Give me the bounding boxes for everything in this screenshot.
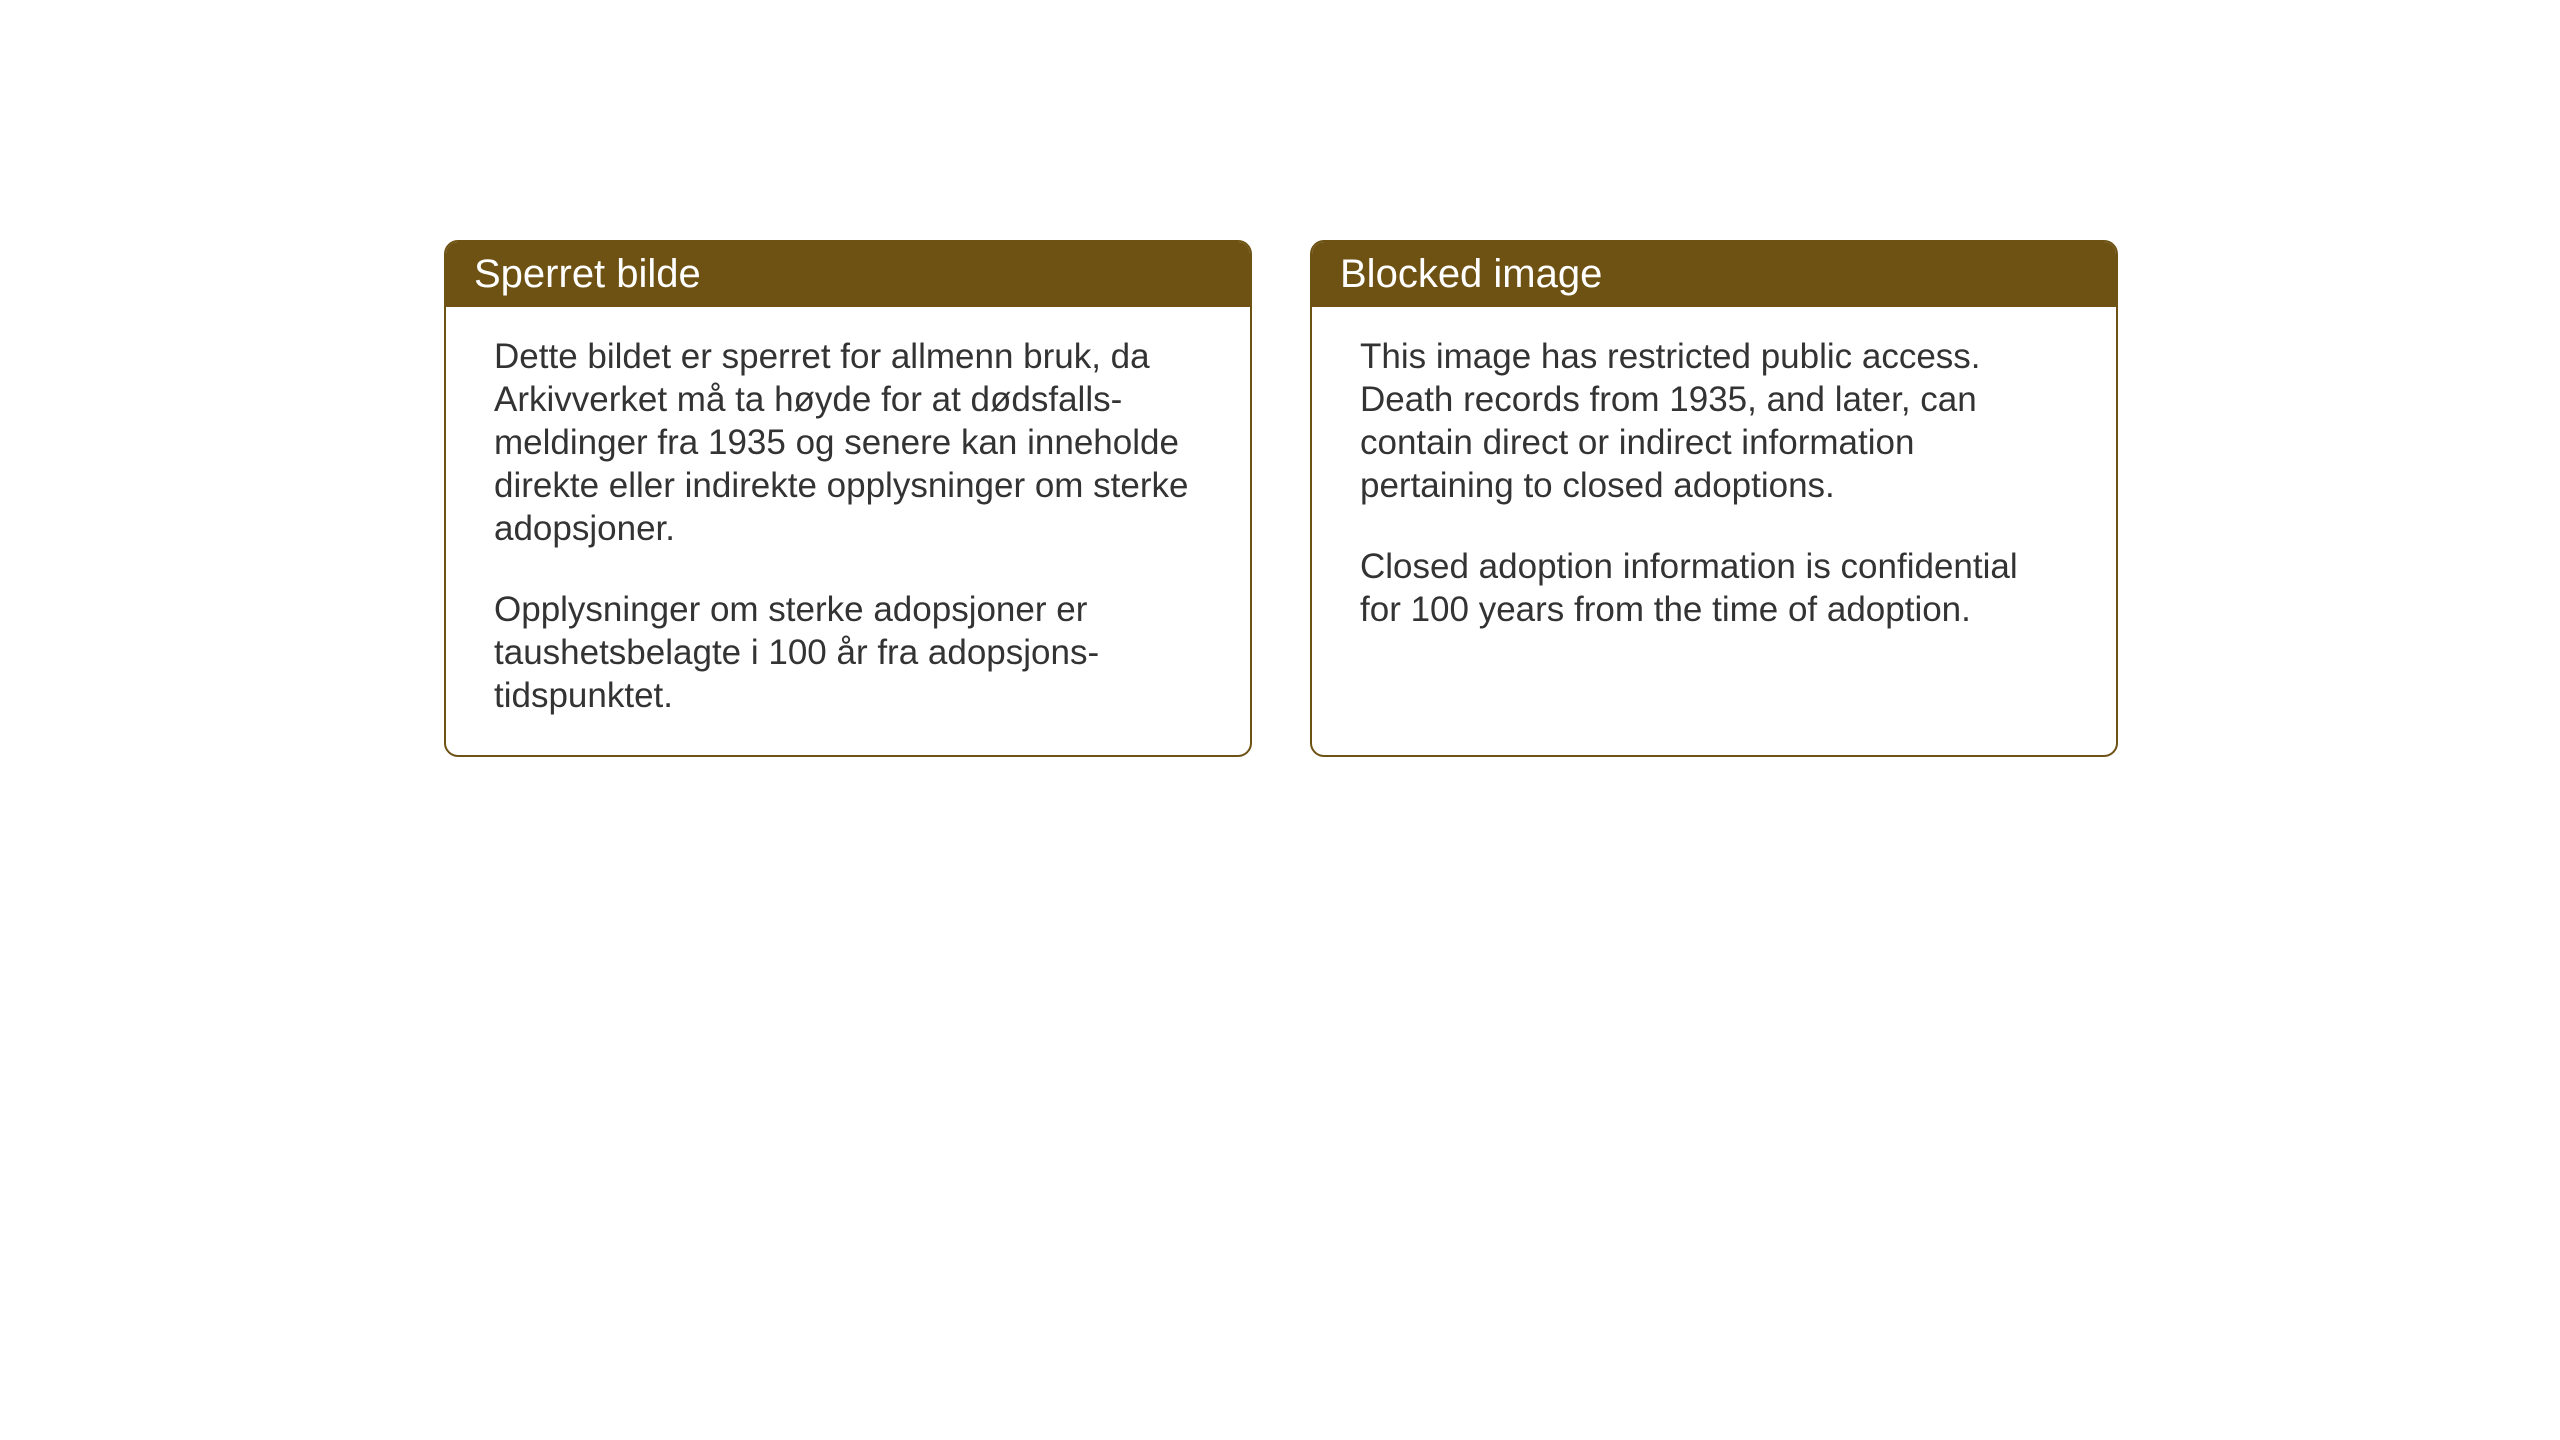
cards-container: Sperret bilde Dette bildet er sperret fo…	[444, 240, 2118, 757]
english-paragraph-2: Closed adoption information is confident…	[1360, 545, 2068, 631]
english-card-title: Blocked image	[1312, 242, 2116, 307]
norwegian-card-body: Dette bildet er sperret for allmenn bruk…	[446, 307, 1250, 755]
english-card-body: This image has restricted public access.…	[1312, 307, 2116, 669]
english-paragraph-1: This image has restricted public access.…	[1360, 335, 2068, 507]
norwegian-card-title: Sperret bilde	[446, 242, 1250, 307]
norwegian-card: Sperret bilde Dette bildet er sperret fo…	[444, 240, 1252, 757]
norwegian-paragraph-1: Dette bildet er sperret for allmenn bruk…	[494, 335, 1202, 550]
english-card: Blocked image This image has restricted …	[1310, 240, 2118, 757]
norwegian-paragraph-2: Opplysninger om sterke adopsjoner er tau…	[494, 588, 1202, 717]
